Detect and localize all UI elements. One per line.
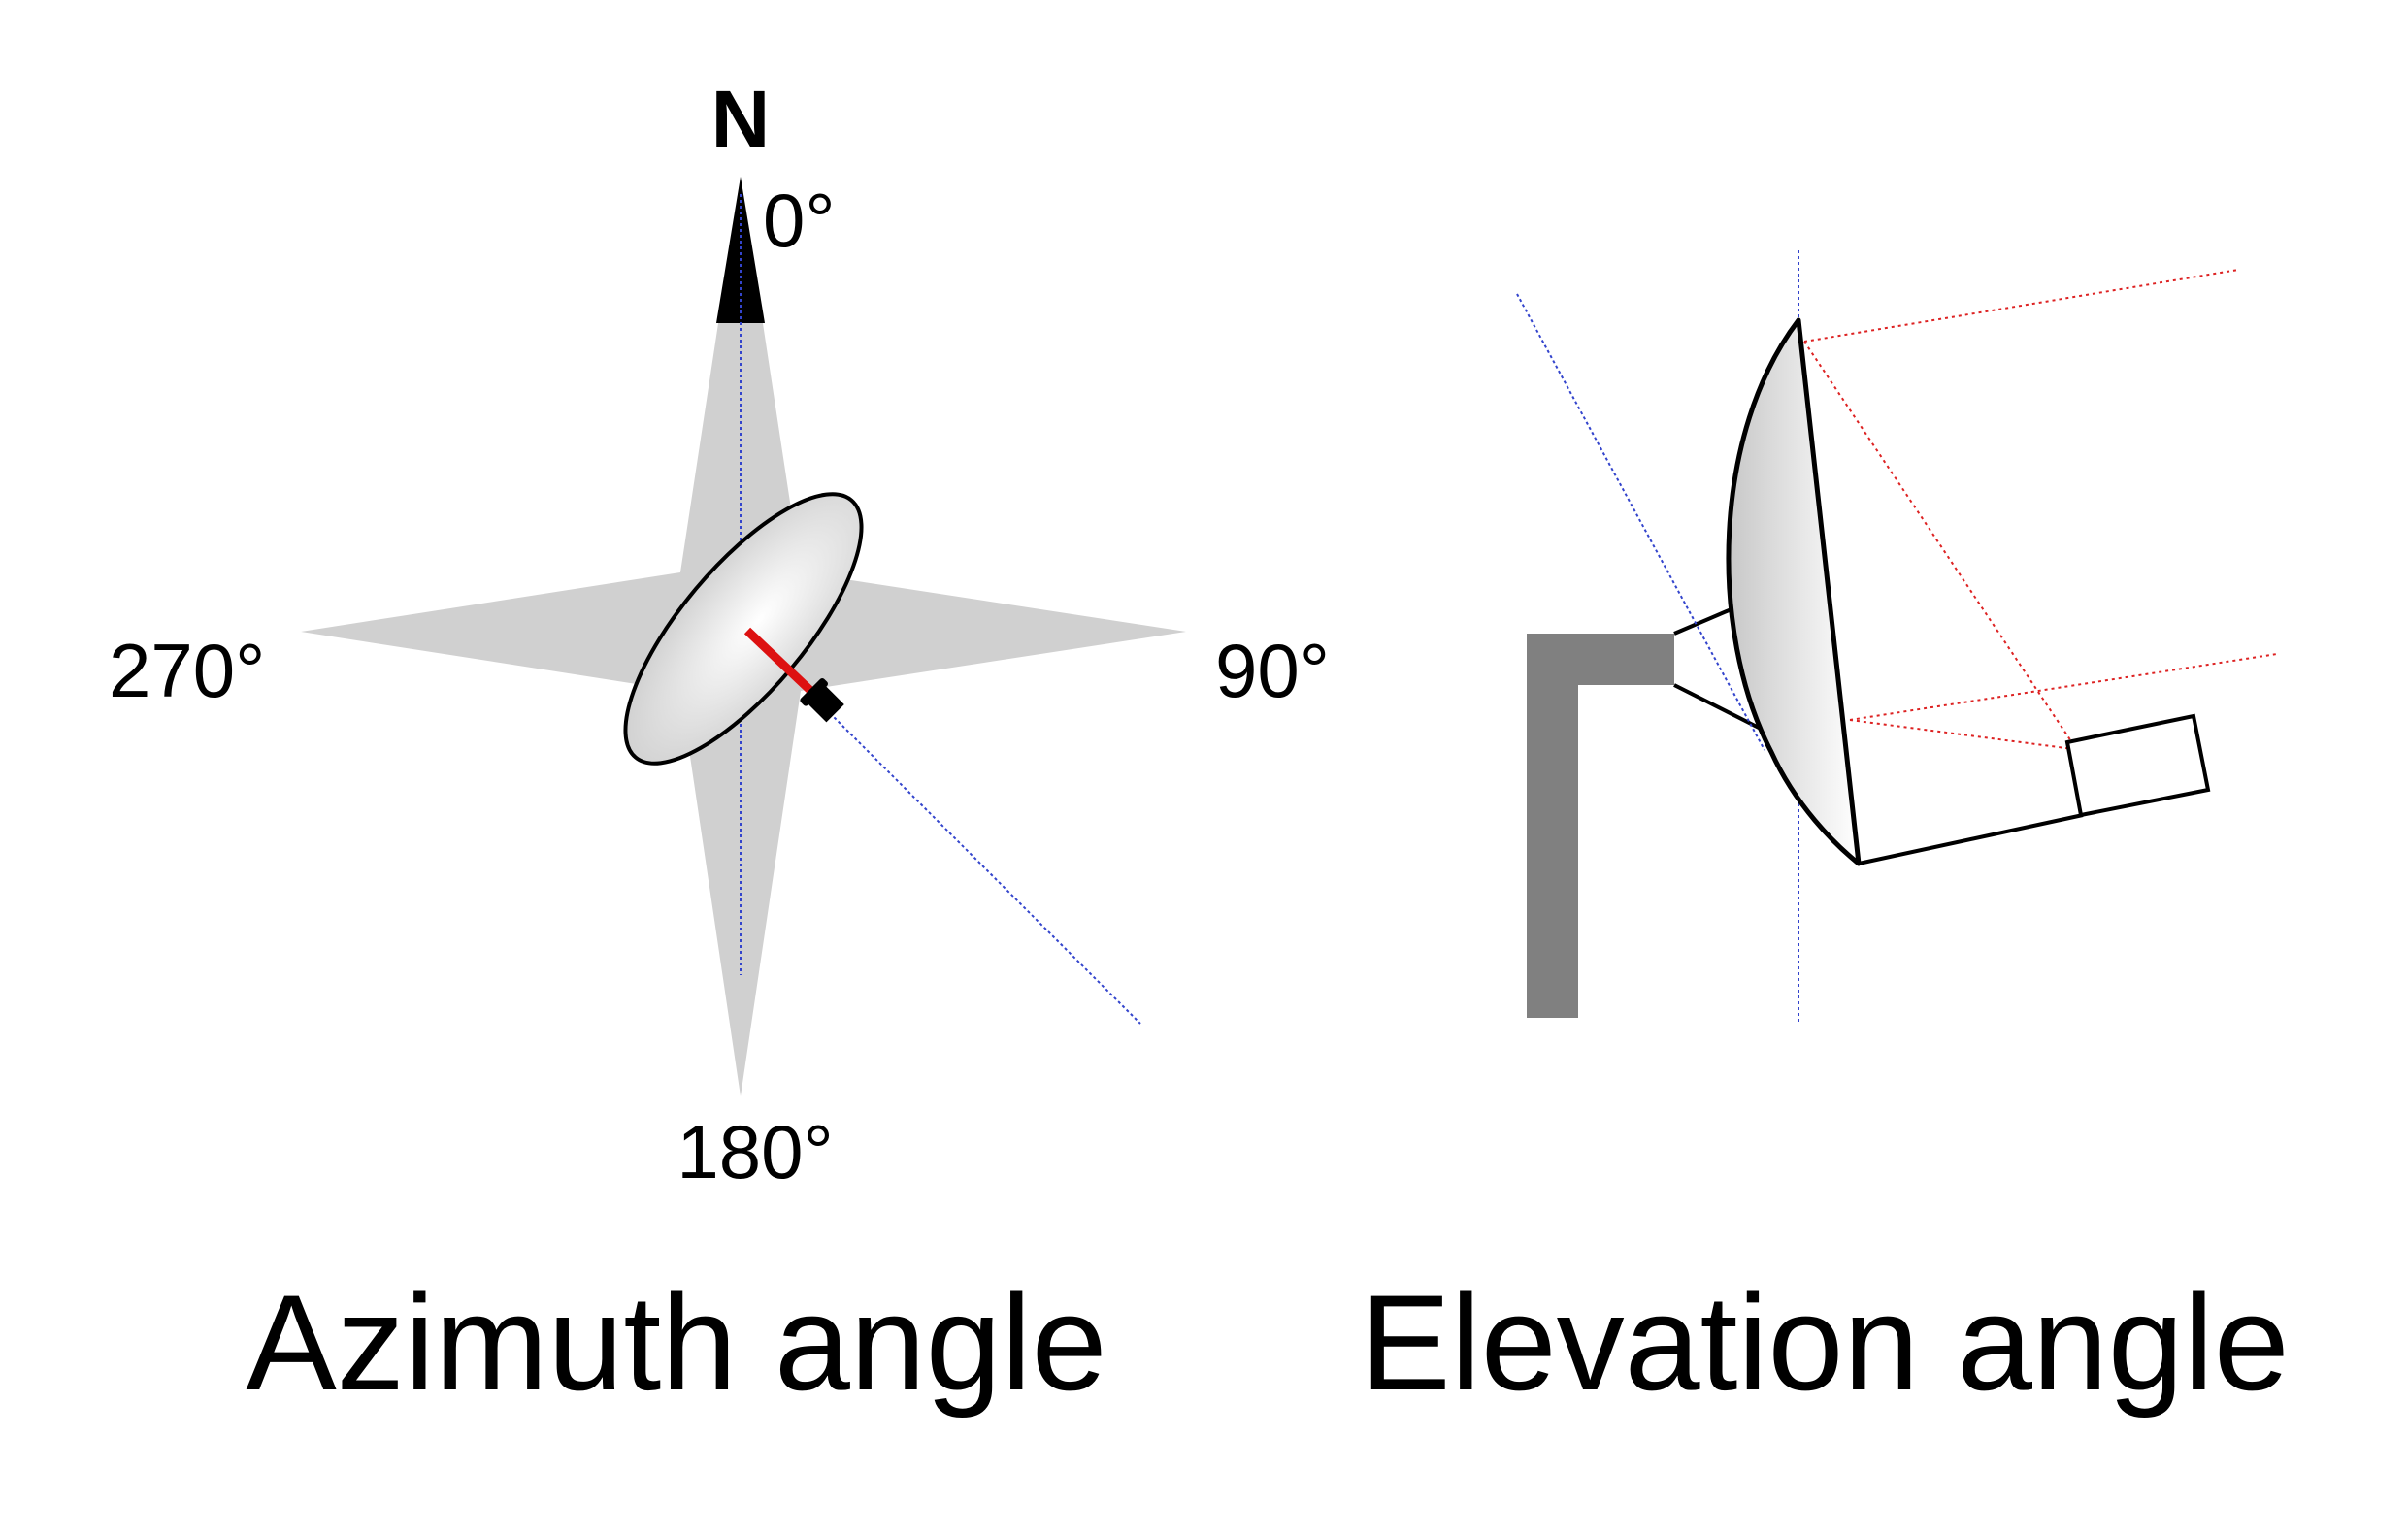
azimuth-pointing-line	[775, 659, 1141, 1025]
elevation-caption: Elevation angle	[1360, 1266, 2289, 1419]
azimuth-caption: Azimuth angle	[246, 1266, 1106, 1419]
elevation-pointing-line	[1516, 293, 1765, 751]
lnb-box-icon	[2064, 713, 2211, 818]
dish-side-view	[1726, 317, 1862, 866]
reflected-ray-lower	[1849, 719, 2074, 750]
reflected-ray-upper	[1803, 341, 2076, 748]
azimuth-panel: N 0° 90° 270° 180° Azimuth angle	[109, 74, 1330, 1419]
elevation-panel: Elevation angle	[1360, 250, 2290, 1419]
degree-90-label: 90°	[1215, 628, 1330, 713]
wall-mount-bracket	[1527, 634, 1674, 1018]
signal-ray-upper	[1803, 269, 2239, 343]
north-label: N	[711, 74, 771, 165]
elevation-feed-arm	[1858, 813, 2084, 865]
signal-ray-lower	[1849, 653, 2278, 721]
lnb-head-icon	[800, 677, 844, 723]
degree-270-label: 270°	[109, 628, 265, 713]
north-tip-icon	[716, 177, 765, 323]
degree-0-label: 0°	[763, 178, 836, 263]
mount-strut-upper	[1673, 606, 1734, 636]
feed-arm	[743, 627, 825, 704]
mount-strut-lower	[1673, 683, 1765, 733]
degree-180-label: 180°	[676, 1109, 833, 1194]
